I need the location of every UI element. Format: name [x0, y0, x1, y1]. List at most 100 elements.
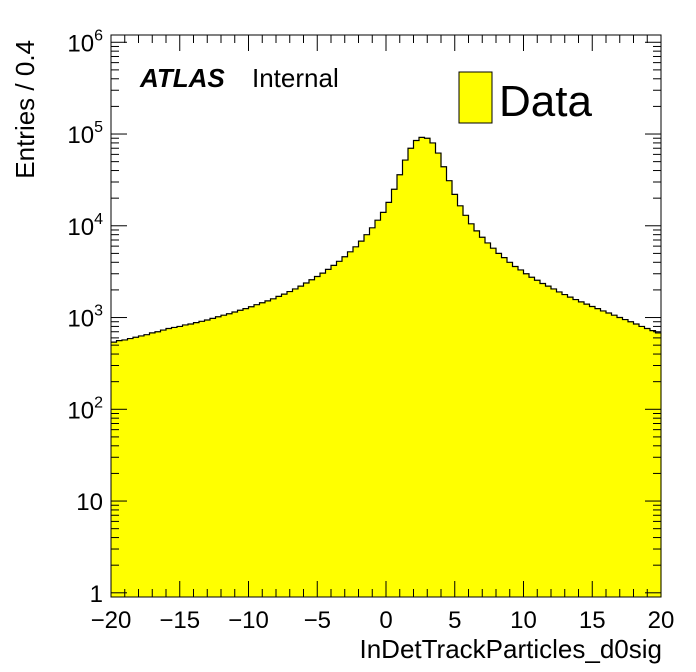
histogram-bin	[177, 326, 184, 597]
histogram-bin	[540, 283, 547, 597]
histogram-bin	[545, 286, 552, 597]
histogram-bin	[413, 140, 420, 597]
histogram-bin	[226, 313, 233, 597]
histogram-bin	[347, 251, 354, 597]
histogram-bin	[298, 286, 305, 597]
histogram-bin	[364, 234, 371, 597]
histogram-bin	[204, 319, 211, 597]
histogram-bin	[589, 306, 596, 597]
histogram-bin	[199, 321, 206, 597]
histogram-bin	[573, 299, 580, 597]
plot-area	[111, 136, 662, 598]
histogram-bin	[402, 160, 409, 597]
legend-label-data: Data	[499, 77, 592, 126]
histogram-bin	[518, 269, 525, 597]
histogram-bin	[127, 338, 134, 597]
histogram-bin	[210, 318, 217, 597]
histogram-bin	[562, 294, 569, 597]
histogram-bin	[149, 332, 156, 597]
x-tick-label: 10	[510, 607, 537, 634]
histogram-bin	[133, 337, 140, 597]
x-axis-title: InDetTrackParticles_d0sig	[360, 634, 663, 664]
histogram-bin	[446, 180, 453, 597]
histogram-bin	[655, 332, 662, 597]
histogram-bin	[314, 276, 321, 597]
histogram-bin	[369, 227, 376, 597]
x-tick-label: 20	[648, 607, 675, 634]
histogram-bin	[479, 237, 486, 597]
histogram-bin	[232, 311, 239, 597]
histogram-bin	[276, 296, 283, 597]
x-tick-label: 5	[448, 607, 461, 634]
histogram-bin	[628, 321, 635, 597]
histogram-bin	[463, 215, 470, 598]
histogram-bin	[644, 328, 651, 597]
y-tick-label: 10	[76, 489, 103, 516]
histogram-bin	[166, 328, 173, 597]
histogram-bin	[441, 166, 448, 597]
histogram-bin	[529, 277, 536, 597]
histogram-bin	[578, 301, 585, 597]
histogram-bin	[353, 246, 360, 597]
histogram-bin	[611, 315, 618, 597]
x-tick-label: 0	[379, 607, 392, 634]
histogram-bin	[534, 280, 541, 597]
histogram-bin	[567, 297, 574, 597]
histogram-bin	[160, 330, 167, 597]
y-axis-title: Entries / 0.4	[10, 40, 40, 179]
histogram-bin	[595, 308, 602, 597]
histogram-bin	[606, 313, 613, 597]
histogram-bin	[237, 310, 244, 597]
histogram-bin	[325, 269, 332, 597]
histogram-bin	[336, 261, 343, 597]
histogram-bin	[507, 262, 514, 597]
y-tick-label: 1	[90, 581, 103, 608]
atlas-status-label: Internal	[252, 63, 339, 93]
histogram-bin	[138, 335, 145, 597]
axis-ticks: −20 −15 −10 −5 0 5 10 15 20 1 10 102 103 104 105 106	[67, 27, 674, 634]
histogram-bin	[408, 148, 415, 597]
histogram-bin	[265, 300, 272, 597]
x-tick-label: −20	[91, 607, 132, 634]
histogram-bin	[331, 265, 338, 597]
histogram-bin	[424, 138, 431, 597]
histogram-bin	[430, 142, 437, 597]
histogram-bin	[485, 242, 492, 597]
histogram-bin	[193, 322, 200, 597]
x-tick-label: 15	[579, 607, 606, 634]
histogram-bin	[556, 291, 563, 597]
histogram-bin	[215, 316, 222, 597]
y-tick-label: 103	[67, 303, 103, 333]
histogram-bin	[490, 248, 497, 597]
y-tick-label: 104	[67, 211, 103, 241]
histogram-bin	[375, 220, 382, 597]
histogram-bin	[320, 273, 327, 597]
histogram-bin	[633, 324, 640, 597]
histogram-bin	[292, 288, 299, 597]
histogram-bin	[639, 326, 646, 597]
histogram-bin	[182, 324, 189, 597]
histogram-bin	[155, 331, 162, 597]
histogram-bin	[584, 304, 591, 597]
legend-marker-data	[458, 71, 493, 124]
histogram-bin	[419, 137, 426, 597]
y-tick-label: 102	[67, 394, 103, 424]
histogram-bin	[116, 340, 123, 597]
histogram-bin	[617, 317, 624, 597]
histogram-bin	[468, 223, 475, 598]
histogram-bin	[600, 310, 607, 597]
histogram-bin	[397, 174, 404, 598]
atlas-label: ATLAS	[139, 63, 225, 93]
histogram-bin	[270, 298, 277, 597]
histogram-bin	[380, 212, 387, 597]
histogram-bin	[386, 202, 393, 597]
histogram-bin	[501, 257, 508, 597]
histogram-bin	[457, 205, 464, 597]
histogram-bin	[551, 288, 558, 597]
histogram-bin	[243, 308, 250, 597]
histogram-bin	[221, 315, 228, 597]
histogram-bin	[342, 256, 349, 597]
histogram-outline	[111, 136, 661, 343]
histogram-bin	[309, 279, 316, 597]
